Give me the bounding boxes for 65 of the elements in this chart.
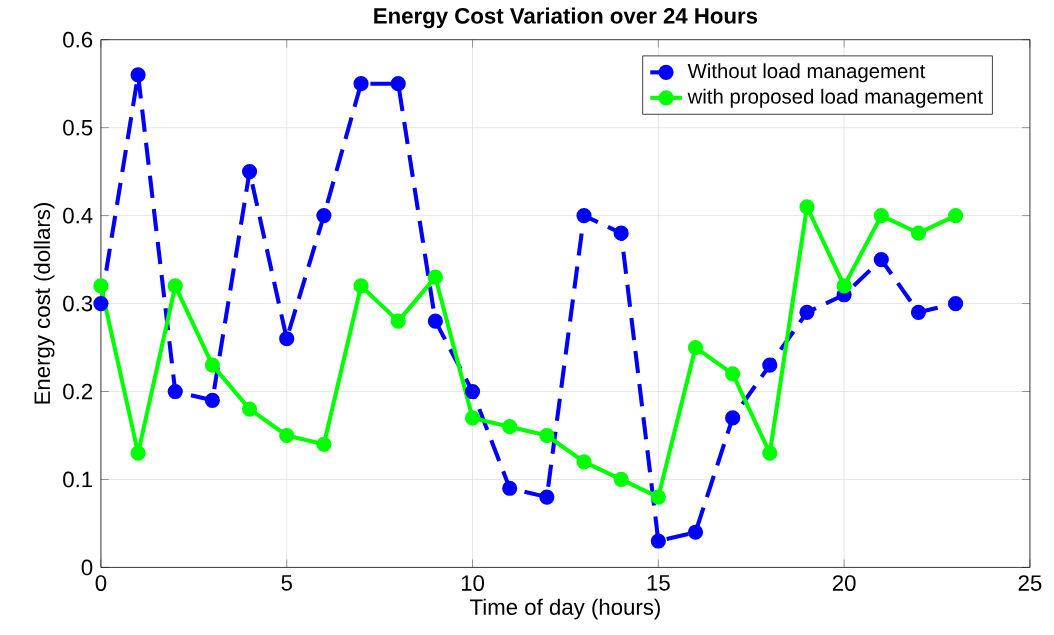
point [279, 427, 295, 443]
point [539, 489, 555, 505]
point [725, 410, 741, 426]
point [948, 295, 964, 311]
x-tick-label: 10 [461, 575, 485, 591]
x-axis-title: Time of day (hours) [470, 598, 660, 620]
point [241, 401, 258, 417]
point [576, 454, 592, 470]
point [910, 304, 927, 320]
point [390, 313, 406, 329]
point [836, 278, 852, 294]
point [279, 330, 295, 347]
point [390, 75, 406, 92]
y-tick-label: 0.5 [63, 119, 93, 136]
point [204, 357, 221, 373]
point [613, 225, 629, 241]
point [93, 295, 109, 311]
y-tick-label: 0.3 [63, 295, 93, 312]
point [910, 225, 927, 241]
point [762, 357, 778, 373]
x-tick-label: 0 [95, 575, 107, 591]
chart-title: Energy Cost Variation over 24 Hours [374, 7, 758, 29]
point [650, 489, 666, 505]
point [799, 199, 815, 215]
point [353, 278, 369, 294]
point [130, 445, 146, 461]
point [353, 75, 369, 92]
legend-label: with proposed load management [687, 88, 983, 108]
point [650, 533, 666, 549]
point [725, 366, 741, 382]
point [427, 269, 443, 285]
point [464, 410, 481, 426]
point [316, 436, 332, 452]
y-tick-label: 0.1 [63, 471, 93, 488]
point [799, 304, 815, 320]
point [576, 207, 592, 224]
x-tick-label: 5 [281, 575, 292, 591]
point [167, 383, 183, 399]
x-tick-label: 25 [1018, 575, 1042, 591]
point [130, 67, 146, 83]
point [948, 207, 964, 224]
x-tick-label: 15 [647, 575, 670, 591]
point [93, 278, 109, 294]
point [167, 278, 183, 294]
y-tick-label: 0.2 [63, 383, 93, 400]
y-tick-label: 0 [81, 559, 93, 576]
legend-label: Without load management [687, 63, 926, 83]
y-tick-label: 0.4 [63, 207, 93, 224]
point [539, 427, 555, 443]
y-axis-title: Energy cost (dollars) [33, 202, 55, 404]
point [204, 392, 221, 408]
point [762, 445, 778, 461]
point [873, 207, 889, 224]
point [316, 207, 332, 224]
point [241, 163, 258, 180]
point [687, 524, 704, 540]
point [464, 383, 481, 399]
point [873, 251, 889, 267]
point [502, 418, 518, 435]
point [687, 339, 704, 355]
point [502, 480, 518, 496]
y-tick-label: 0.6 [63, 31, 93, 48]
point [427, 313, 443, 329]
point [613, 471, 629, 487]
x-tick-label: 20 [832, 575, 856, 591]
